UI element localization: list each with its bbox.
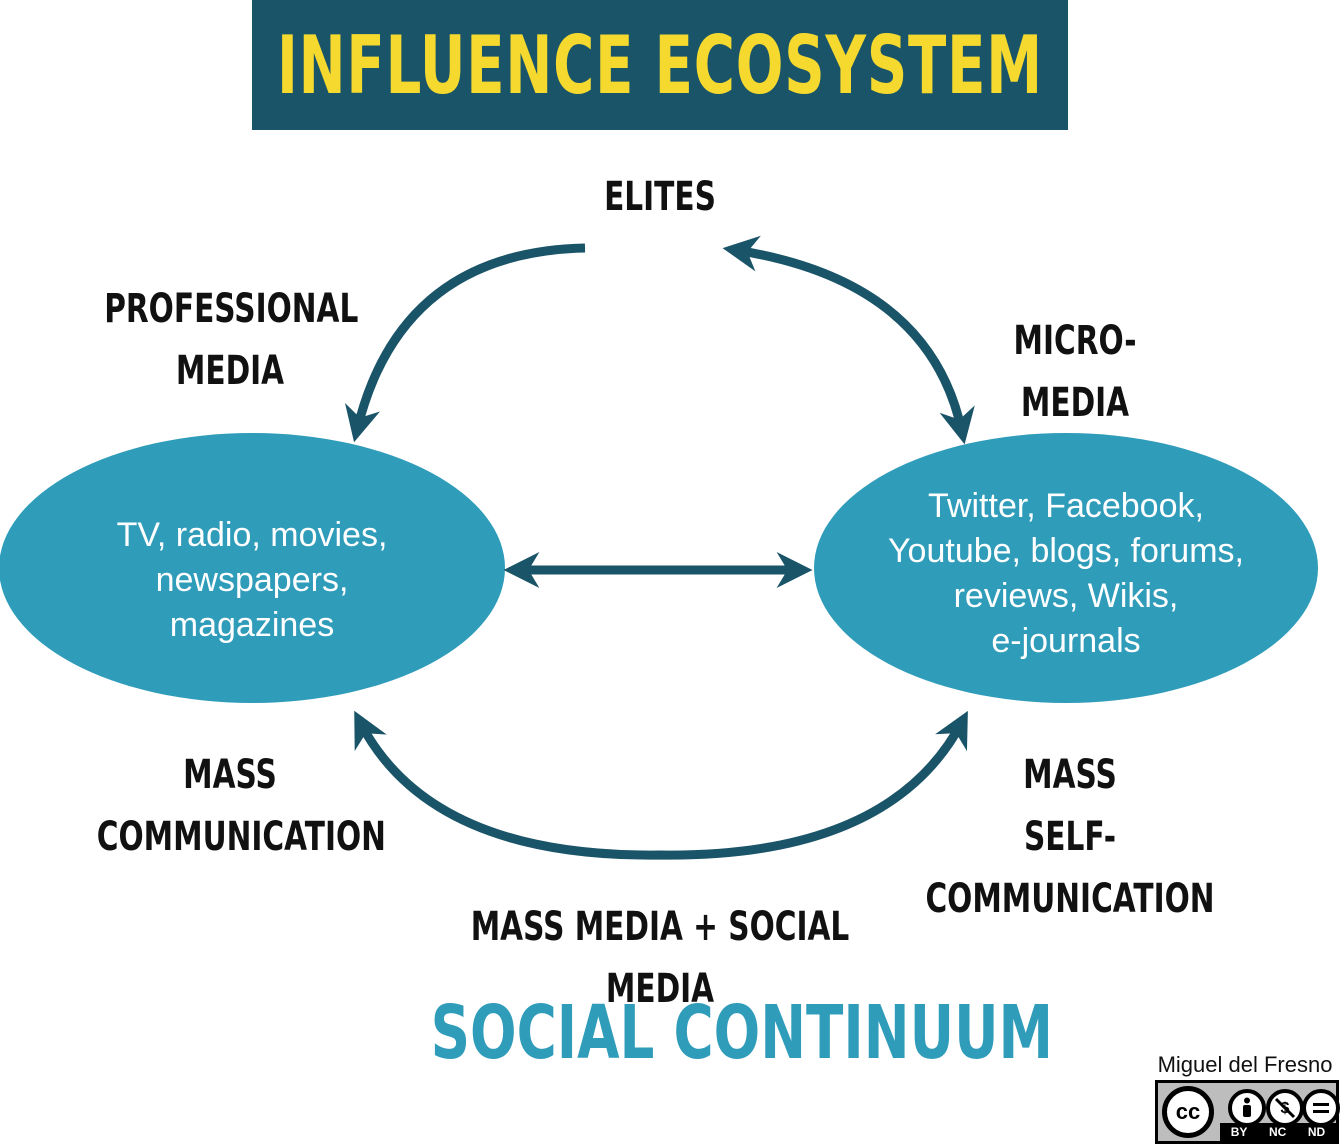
label-professional-media: PROFESSIONAL MEDIA	[104, 286, 359, 394]
social-media-examples: Twitter, Facebook, Youtube, blogs, forum…	[888, 487, 1244, 660]
label-mass-communication: MASS COMMUNICATION	[96, 752, 386, 860]
title-banner: INFLUENCE ECOSYSTEM	[252, 0, 1068, 130]
diagram-title: INFLUENCE ECOSYSTEM	[277, 18, 1043, 112]
equals-icon	[1302, 1089, 1340, 1127]
person-icon	[1228, 1089, 1266, 1127]
mass-media-examples: TV, radio, movies, newspapers, magazines	[116, 516, 388, 644]
cc-icon: cc	[1162, 1086, 1214, 1138]
cc-terms-strip: BY NC ND	[1220, 1123, 1336, 1141]
author-credit: Miguel del Fresno	[1157, 1052, 1333, 1077]
footer-title: SOCIAL CONTINUUM	[430, 990, 1054, 1076]
label-mass-media-plus-social-media: MASS MEDIA + SOCIAL MEDIA	[470, 904, 850, 1012]
cc-term-nd: ND	[1307, 1125, 1326, 1139]
ellipse-mass-media	[0, 433, 505, 703]
label-mass-self-communication: MASS SELF-COMMUNICATION	[925, 752, 1215, 922]
arrow-elites-to-professional-media	[345, 243, 586, 443]
cc-term-nc: NC	[1268, 1125, 1287, 1139]
arrow-mass-self-communication-bottom	[354, 710, 968, 860]
cc-term-by: BY	[1230, 1125, 1248, 1139]
no-dollar-icon: $	[1266, 1089, 1304, 1127]
ellipse-social-media	[814, 433, 1318, 703]
label-elites: ELITES	[604, 174, 716, 220]
cc-license-badge: cc $ BY NC ND	[1155, 1080, 1340, 1144]
label-micro-media: MICRO-MEDIA	[1013, 318, 1137, 426]
arrow-elites-micro-media-bidirectional	[722, 235, 975, 445]
